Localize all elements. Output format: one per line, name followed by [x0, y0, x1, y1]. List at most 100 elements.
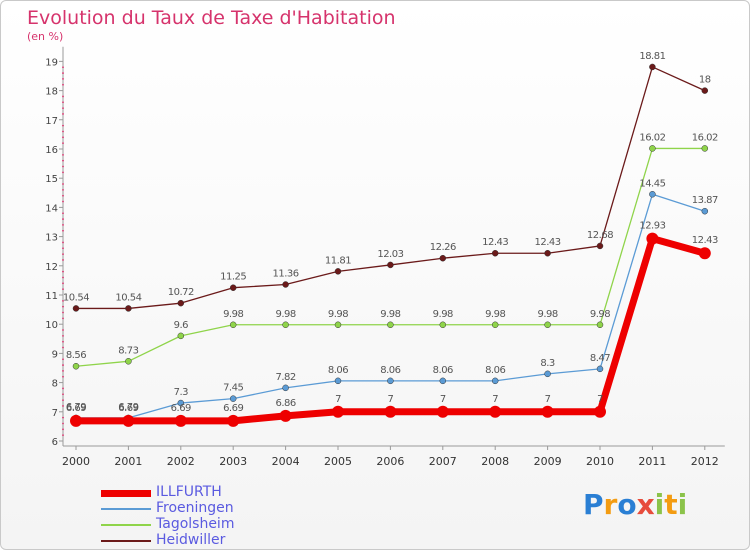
data-point: [489, 405, 502, 418]
y-minor-tick: [62, 282, 64, 285]
y-minor-tick: [62, 113, 64, 115]
data-point: [177, 332, 185, 340]
data-point: [279, 409, 292, 422]
legend-swatch-tagolsheim: [101, 524, 151, 526]
data-point: [229, 321, 237, 329]
data-label: 12.43: [692, 235, 718, 246]
data-point: [596, 321, 604, 329]
data-point: [596, 242, 604, 250]
data-label: 12.68: [587, 230, 613, 241]
y-tick-label: 17: [45, 116, 58, 127]
x-tick-label: 2007: [429, 455, 457, 468]
data-label: 8.06: [433, 365, 453, 376]
x-tick-label: 2001: [114, 455, 142, 468]
data-point: [544, 370, 551, 378]
y-minor-tick: [62, 188, 64, 191]
x-tick-label: 2004: [272, 455, 300, 468]
chart-title: Evolution du Taux de Taxe d'Habitation: [27, 7, 396, 29]
y-minor-tick: [62, 375, 64, 378]
data-label: 7: [440, 394, 446, 405]
y-minor-tick: [62, 171, 64, 174]
data-label: 10.54: [63, 292, 89, 303]
legend-label-tagolsheim: Tagolsheim: [156, 516, 235, 532]
y-minor-tick: [62, 107, 64, 110]
data-label: 11.36: [273, 268, 299, 279]
data-label: 6.86: [275, 398, 295, 409]
y-minor-tick: [62, 218, 64, 220]
y-minor-tick: [62, 422, 64, 425]
y-minor-tick: [62, 241, 64, 244]
y-tick-label: 8: [52, 379, 58, 390]
data-label: 9.98: [380, 309, 400, 320]
legend-swatch-illfurth: [101, 490, 151, 497]
data-label: 7.45: [223, 383, 243, 394]
y-tick-label: 12: [45, 262, 58, 273]
data-label: 8.06: [485, 365, 505, 376]
y-minor-tick: [62, 101, 64, 104]
data-label: 13.87: [692, 195, 718, 206]
data-label: 16.02: [639, 132, 665, 143]
y-minor-tick: [62, 78, 64, 80]
data-label: 11.81: [325, 255, 351, 266]
chart-subtitle: (en %): [27, 30, 64, 43]
x-tick-label: 2000: [62, 455, 90, 468]
y-minor-tick: [62, 165, 64, 168]
data-point: [544, 249, 551, 257]
data-label: 8.3: [540, 358, 555, 369]
y-minor-tick: [62, 276, 64, 279]
y-minor-tick: [62, 142, 64, 145]
data-label: 6.79: [66, 402, 86, 413]
data-point: [229, 395, 237, 402]
y-minor-tick: [62, 66, 64, 69]
data-label: 6.69: [66, 403, 86, 414]
data-point: [282, 384, 289, 392]
data-label: 16.02: [692, 132, 718, 143]
data-point: [384, 405, 397, 418]
y-tick-label: 10: [45, 320, 58, 331]
x-tick-label: 2008: [481, 455, 509, 468]
y-minor-tick: [62, 130, 64, 133]
y-minor-tick: [62, 288, 64, 291]
brand-letter: i: [654, 488, 665, 521]
x-tick-label: 2009: [534, 455, 562, 468]
y-minor-tick: [62, 428, 64, 431]
data-point: [174, 414, 187, 427]
legend-label-heidwiller: Heidwiller: [156, 532, 226, 548]
data-label: 7: [597, 394, 603, 405]
data-label: 12.26: [430, 242, 456, 253]
y-minor-tick: [62, 399, 64, 402]
data-label: 9.98: [223, 309, 243, 320]
data-point: [649, 145, 656, 152]
y-minor-tick: [62, 124, 64, 127]
data-point: [491, 377, 499, 385]
y-tick-label: 14: [45, 203, 58, 214]
y-minor-tick: [62, 83, 64, 86]
data-label: 8.06: [380, 365, 400, 376]
legend-label-illfurth: ILLFURTH: [156, 484, 222, 500]
y-minor-tick: [62, 305, 64, 308]
y-minor-tick: [62, 159, 64, 162]
x-tick-label: 2002: [167, 455, 195, 468]
data-point: [701, 87, 709, 94]
data-point: [439, 321, 447, 329]
data-label: 8.06: [328, 365, 348, 376]
brand-letter: x: [636, 488, 655, 521]
data-point: [387, 261, 394, 269]
data-point: [491, 249, 499, 257]
brand-letter: t: [664, 488, 678, 521]
data-label: 8.56: [66, 350, 86, 361]
y-minor-tick: [62, 136, 64, 139]
y-tick-label: 18: [45, 87, 58, 98]
y-minor-tick: [62, 393, 64, 396]
data-label: 7.82: [275, 372, 295, 383]
data-label: 9.98: [485, 309, 505, 320]
x-tick-label: 2012: [691, 455, 719, 468]
x-tick-label: 2011: [638, 455, 666, 468]
data-label: 14.45: [639, 178, 665, 189]
data-point: [387, 321, 394, 329]
y-tick-label: 13: [45, 233, 58, 244]
y-minor-tick: [62, 153, 64, 156]
data-point: [334, 268, 342, 275]
data-label: 12.43: [535, 237, 561, 248]
data-label: 10.72: [168, 287, 194, 298]
